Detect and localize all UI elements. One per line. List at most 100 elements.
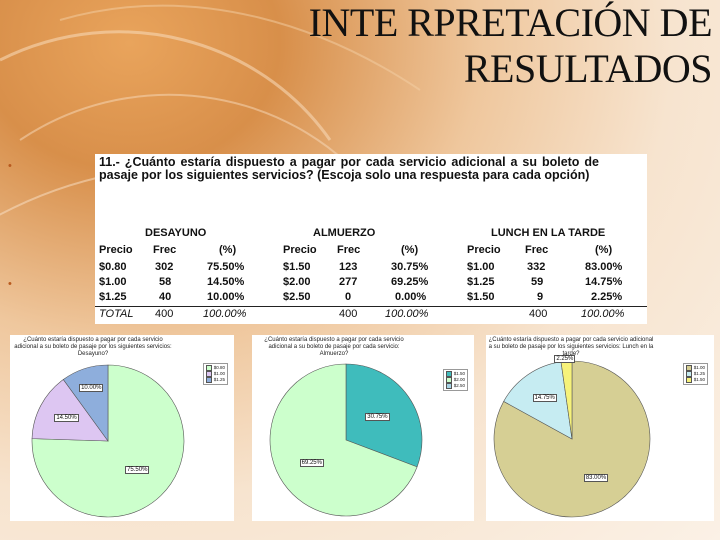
pie-legend: $0.80 $1.00 $1.25 [202,363,228,385]
pie-data-label: 69.25% [299,458,324,467]
table-cell: $1.25 [467,276,495,288]
table-cell: 302 [155,261,174,273]
legend-label: $1.25 [693,371,705,376]
pie-data-label: 83.00% [583,474,609,483]
legend-label: $1.25 [213,377,225,382]
header-pct: (%) [401,244,419,256]
table-cell: 58 [159,276,172,288]
pie-panel-desayuno: ¿Cuánto estaría dispuesto a pagar por ca… [10,335,234,521]
slide-title-line1: INTE RPRETACIÓN DE [308,0,713,45]
table-cell: $1.00 [99,276,127,288]
table-cell: 0.00% [395,291,427,303]
bullet-2: • [8,278,12,290]
legend-swatch [205,365,212,371]
total-label: TOTAL [99,308,134,320]
header-pct: (%) [219,244,237,256]
legend-item: $1.00 [205,371,225,377]
table-cell: $2.50 [283,291,311,303]
results-table: 11.- ¿Cuánto estaría dispuesto a pagar p… [95,154,647,324]
table-cell: 2.25% [591,291,623,303]
pie-legend: $1.50 $2.00 $2.50 [442,369,468,391]
legend-item: $1.50 [445,371,465,377]
pie-title: ¿Cuánto estaría dispuesto a pagar por ca… [264,337,404,357]
table-cell: 400 [155,308,174,320]
slide-title: INTE RPRETACIÓN DE RESULTADOS [292,0,713,92]
pie-data-label: 30.75% [365,413,390,422]
table-cell: $1.50 [283,261,311,273]
pie-data-label: 14.50% [54,413,79,422]
legend-item: $1.25 [205,377,225,383]
pie-slice [31,364,185,518]
legend-item: $1.50 [685,377,705,383]
legend-swatch [205,371,212,377]
legend-label: $1.00 [213,371,225,376]
legend-label: $1.50 [453,371,465,376]
group-name-desayuno: DESAYUNO [145,227,207,239]
header-frec: Frec [153,244,177,256]
pie-chart-desayuno [31,364,185,518]
question-text: 11.- ¿Cuánto estaría dispuesto a pagar p… [99,155,599,182]
legend-swatch [445,377,452,383]
pie-legend: $1.00 $1.25 $1.50 [682,363,708,385]
header-frec: Frec [337,244,361,256]
table-cell: 400 [529,308,548,320]
pie-panel-lunch: ¿Cuánto estaría dispuesto a pagar por ca… [486,335,714,521]
legend-swatch [445,383,452,389]
table-cell: 14.75% [585,276,623,288]
table-cell: 40 [159,291,172,303]
pie-chart-lunch [493,360,651,518]
legend-label: $1.50 [693,377,705,382]
pie-data-label: 75.50% [125,466,150,475]
slide-title-line2: RESULTADOS [463,46,713,91]
pie-data-label: 14.75% [532,394,557,403]
table-cell: 332 [527,261,546,273]
table-cell: 100.00% [385,308,429,320]
table-cell: 9 [537,291,544,303]
pie-slice [31,379,109,442]
legend-swatch [685,371,692,377]
pie-slice [269,363,418,517]
legend-swatch [445,371,452,377]
legend-swatch [205,377,212,383]
pie-data-label: 10.00% [79,383,104,392]
table-cell: 59 [531,276,544,288]
table-cell: 30.75% [391,261,429,273]
header-frec: Frec [525,244,549,256]
table-cell: 14.50% [207,276,245,288]
pie-data-label: 2.25% [554,354,576,363]
table-cell: $0.80 [99,261,127,273]
table-cell: 123 [339,261,358,273]
table-cell: 0 [345,291,352,303]
legend-label: $0.80 [213,365,225,370]
table-cell: 10.00% [207,291,245,303]
group-name-lunch: LUNCH EN LA TARDE [491,227,606,239]
table-cell: 100.00% [203,308,247,320]
pie-title: ¿Cuánto estaría dispuesto a pagar por ca… [14,337,172,357]
legend-item: $2.50 [445,383,465,389]
header-pct: (%) [595,244,613,256]
pie-chart-almuerzo [269,363,423,517]
table-cell: 75.50% [207,261,245,273]
header-precio: Precio [99,244,133,256]
legend-swatch [685,365,692,371]
legend-item: $1.25 [685,371,705,377]
group-name-almuerzo: ALMUERZO [313,227,376,239]
legend-label: $2.00 [453,377,465,382]
header-precio: Precio [467,244,501,256]
table-cell: $2.00 [283,276,311,288]
table-cell: $1.00 [467,261,495,273]
table-cell: 400 [339,308,358,320]
table-cell: 100.00% [581,308,625,320]
legend-item: $0.80 [205,365,225,371]
bullet-1: • [8,160,12,172]
table-cell: 69.25% [391,276,429,288]
legend-label: $2.50 [453,383,465,388]
header-precio: Precio [283,244,317,256]
table-cell: $1.50 [467,291,495,303]
table-cell: 83.00% [585,261,623,273]
pie-title: ¿Cuánto estaría dispuesto a pagar por ca… [488,337,654,357]
table-cell: $1.25 [99,291,127,303]
legend-label: $1.00 [693,365,705,370]
legend-item: $1.00 [685,365,705,371]
legend-swatch [685,377,692,383]
